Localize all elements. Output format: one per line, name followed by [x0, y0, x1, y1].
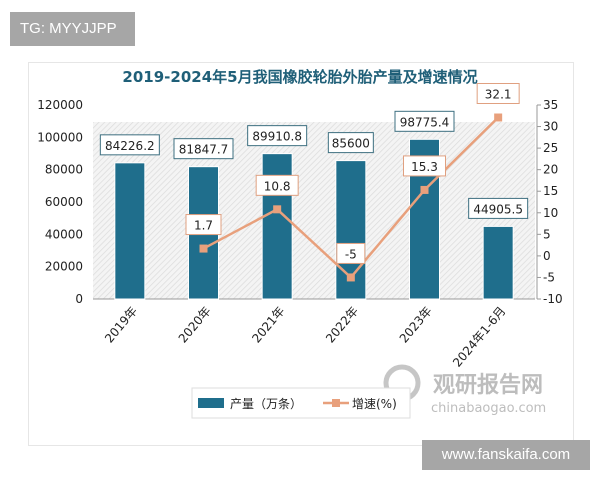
bar	[482, 225, 514, 300]
plot-area	[93, 122, 535, 299]
right-tick-label: 25	[543, 141, 558, 155]
growth-marker	[346, 273, 355, 282]
right-tick-label: 0	[543, 249, 551, 263]
watermark-top-left: TG: MYYJJPP	[10, 12, 135, 46]
growth-marker	[494, 113, 503, 122]
left-tick-label: 20000	[45, 260, 83, 274]
legend-bar-swatch	[198, 398, 224, 408]
left-tick-label: 120000	[37, 98, 83, 112]
legend-line-label: 增速(%)	[352, 397, 397, 411]
right-tick-label: 30	[543, 120, 558, 134]
bar-data-label: 98775.4	[400, 115, 450, 129]
bar-data-label: 44905.5	[473, 202, 523, 216]
left-tick-label: 80000	[45, 163, 83, 177]
category-label: 2022年	[323, 304, 361, 346]
bar	[114, 162, 146, 300]
line-data-label: -5	[345, 247, 357, 261]
line-data-label: 32.1	[485, 88, 512, 102]
line-label-box	[476, 83, 520, 105]
category-label: 2021年	[249, 304, 287, 346]
left-tick-label: 0	[75, 292, 83, 306]
left-tick-label: 40000	[45, 227, 83, 241]
line-data-label: 15.3	[411, 160, 438, 174]
chart-title: 2019-2024年5月我国橡胶轮胎外胎产量及增速情况	[122, 68, 477, 86]
bar-label-box	[468, 197, 529, 219]
right-tick-label: 15	[543, 184, 558, 198]
bar-data-label: 89910.8	[252, 130, 302, 144]
bar-data-label: 85600	[332, 137, 370, 151]
bar-label-box	[394, 110, 455, 132]
right-tick-label: -10	[543, 292, 563, 306]
line-label-box	[255, 174, 299, 196]
watermark-bottom-right: www.fanskaifa.com	[422, 440, 590, 470]
category-label: 2020年	[176, 304, 214, 346]
legend-bar-label: 产量（万条）	[230, 397, 302, 411]
line-data-label: 10.8	[264, 179, 291, 193]
legend: 产量（万条） 增速(%)	[191, 387, 411, 419]
bar-label-box	[173, 138, 234, 160]
chinabaogao-logo: 观研报告网 chinabaogao.com	[383, 364, 546, 416]
growth-marker	[273, 205, 282, 214]
svg-text:chinabaogao.com: chinabaogao.com	[431, 401, 546, 416]
right-tick-label: 5	[543, 227, 551, 241]
line-label-box	[336, 242, 366, 264]
bar-data-label: 81847.7	[179, 143, 229, 157]
line-label-box	[403, 155, 446, 177]
right-tick-label: -5	[543, 270, 555, 284]
right-tick-label: 35	[543, 98, 558, 112]
chart-frame	[28, 62, 574, 446]
right-tick-label: 10	[543, 206, 558, 220]
growth-marker	[199, 244, 208, 253]
svg-text:观研报告网: 观研报告网	[433, 373, 543, 398]
bar-label-box	[99, 134, 160, 156]
left-tick-label: 60000	[45, 195, 83, 209]
growth-marker	[420, 185, 429, 194]
category-label: 2023年	[397, 304, 435, 346]
bar-label-box	[327, 132, 374, 154]
category-label: 2024年1-6月	[450, 304, 508, 370]
left-tick-label: 100000	[37, 130, 83, 144]
line-label-box	[185, 214, 222, 236]
bar-label-box	[247, 125, 308, 147]
bar-data-label: 84226.2	[105, 139, 155, 153]
line-data-label: 1.7	[194, 219, 213, 233]
category-label: 2019年	[102, 304, 140, 346]
right-tick-label: 20	[543, 163, 558, 177]
